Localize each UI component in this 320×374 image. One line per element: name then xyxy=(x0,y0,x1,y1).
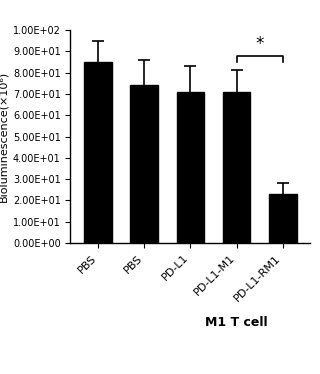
Bar xyxy=(84,62,112,243)
Bar xyxy=(269,194,297,243)
Bar xyxy=(223,92,251,243)
Bar xyxy=(177,92,204,243)
Text: M1 T cell: M1 T cell xyxy=(205,316,268,329)
Text: *: * xyxy=(255,36,264,53)
Y-axis label: Bioluminescence(×10⁶): Bioluminescence(×10⁶) xyxy=(0,71,9,202)
Bar xyxy=(131,85,158,243)
